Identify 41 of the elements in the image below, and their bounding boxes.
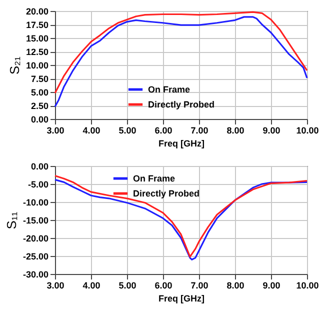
x-tick-label: 9.00 (262, 126, 280, 136)
x-tick-label: 7.00 (190, 280, 208, 290)
x-tick-label: 8.00 (226, 126, 244, 136)
x-tick-label: 4.00 (82, 126, 100, 136)
y-tick-label: 20.00 (26, 6, 48, 16)
x-tick-label: 6.00 (154, 280, 172, 290)
line-series (54, 16, 308, 108)
x-tick-label: 10.00 (296, 126, 319, 136)
legend-label: Directly Probed (133, 188, 200, 198)
y-tick-label: 7.50 (30, 74, 48, 84)
legend-label: Directly Probed (148, 100, 215, 110)
x-tick-label: 3.00 (46, 280, 64, 290)
legend-label: On Frame (148, 84, 190, 94)
x-axis-title: Freq [GHz] (158, 294, 204, 304)
y-tick-label: -25.00 (22, 252, 48, 262)
y-tick-label: 12.50 (26, 47, 48, 57)
x-tick-label: 6.00 (154, 126, 172, 136)
y-tick-label: -10.00 (22, 198, 48, 208)
x-tick-label: 7.00 (190, 126, 208, 136)
y-tick-label: -15.00 (22, 216, 48, 226)
y-tick-label: -5.00 (28, 180, 48, 190)
y-tick-label: -30.00 (22, 270, 48, 280)
y-axis-title: S₂₁ (6, 56, 22, 75)
y-tick-label: 2.50 (30, 101, 48, 111)
y-tick-label: 5.00 (30, 88, 48, 98)
x-tick-label: 5.00 (118, 126, 136, 136)
x-axis-title: Freq [GHz] (158, 138, 204, 148)
y-tick-label: 10.00 (26, 60, 48, 70)
y-axis-title: S₁₁ (4, 211, 19, 230)
y-tick-label: 15.00 (26, 34, 48, 44)
y-tick-label: 0.00 (30, 162, 48, 172)
y-tick-label: 0.00 (30, 114, 48, 124)
x-tick-label: 8.00 (226, 280, 244, 290)
legend-label: On Frame (133, 174, 176, 184)
y-tick-label: 17.50 (26, 20, 48, 30)
x-tick-label: 10.00 (296, 280, 319, 290)
x-tick-label: 9.00 (262, 280, 280, 290)
x-tick-label: 4.00 (82, 280, 100, 290)
y-tick-label: -20.00 (22, 234, 48, 244)
x-tick-label: 3.00 (46, 126, 64, 136)
x-tick-label: 5.00 (118, 280, 136, 290)
